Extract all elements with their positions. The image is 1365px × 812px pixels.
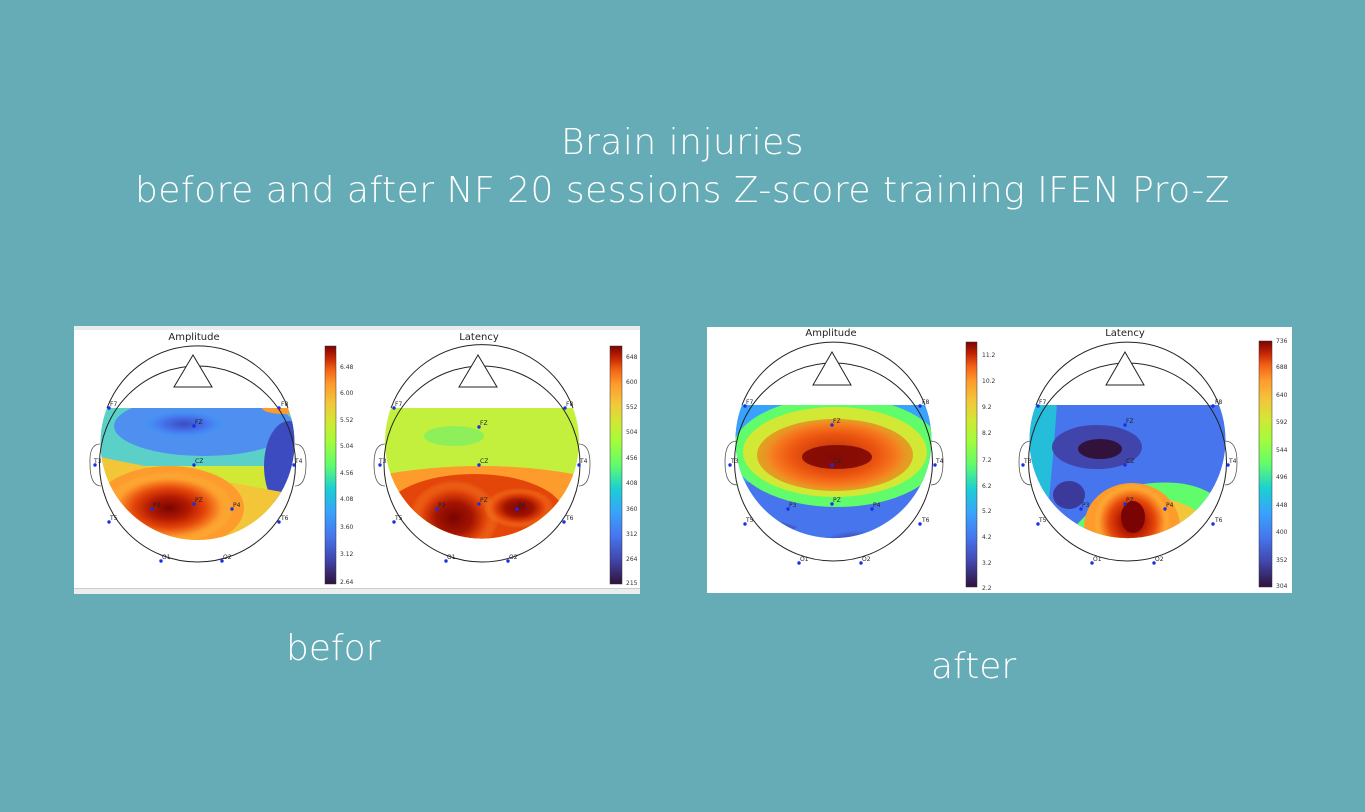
svg-text:PZ: PZ [1126,497,1134,504]
before-latency-electrodes: F7 FZ F8 T3 CZ T4 T5 P3 PZ P4 T6 O1 O2 [378,401,588,563]
svg-text:F7: F7 [395,401,402,408]
svg-text:T5: T5 [745,517,754,524]
svg-text:T5: T5 [1038,517,1047,524]
svg-text:PZ: PZ [480,497,488,504]
before-latency-title: Latency [459,332,499,343]
svg-text:T4: T4 [1228,458,1237,465]
page-subtitle: before and after NF 20 sessions Z-score … [134,170,1231,211]
page-title: Brain injuries [560,122,805,163]
svg-text:F8: F8 [281,401,288,408]
svg-text:P3: P3 [438,502,446,509]
svg-text:PZ: PZ [833,497,841,504]
svg-text:FZ: FZ [1126,418,1134,425]
after-amplitude-electrodes: F7 FZ F8 T3 CZ T4 T5 P3 PZ P4 T6 O1 O2 [728,399,944,565]
after-amplitude-colorbar [965,341,978,588]
svg-text:F8: F8 [1215,399,1222,406]
svg-text:CZ: CZ [195,458,203,465]
before-amplitude-title: Amplitude [168,332,220,343]
svg-text:O1: O1 [447,554,456,561]
svg-text:P3: P3 [1082,502,1090,509]
svg-text:CZ: CZ [1126,458,1134,465]
before-amplitude-colorbar [324,345,337,585]
svg-text:O1: O1 [800,556,809,563]
status-strip [74,588,640,594]
after-topomap-panel: Amplitude Latency [707,327,1292,593]
svg-text:CZ: CZ [480,458,488,465]
before-latency-map [373,344,591,563]
svg-text:T3: T3 [730,458,739,465]
svg-text:F7: F7 [1039,399,1046,406]
svg-text:T3: T3 [93,458,102,465]
before-topomaps: F7 FZ F8 T3 CZ T4 T5 P3 PZ P4 T6 O1 O2 F… [89,344,623,585]
before-amplitude-map [89,345,307,563]
before-caption: befor [286,628,381,669]
svg-text:FZ: FZ [195,419,203,426]
svg-text:F7: F7 [110,401,117,408]
svg-text:T3: T3 [378,458,387,465]
after-topomaps: F7 FZ F8 T3 CZ T4 T5 P3 PZ P4 T6 O1 O2 F… [724,340,1273,588]
svg-text:O1: O1 [162,554,171,561]
svg-text:P4: P4 [1166,502,1174,509]
svg-text:P4: P4 [518,502,526,509]
after-amplitude-map [724,341,944,562]
svg-text:T4: T4 [294,458,303,465]
svg-text:T6: T6 [280,515,289,522]
svg-text:O2: O2 [223,554,232,561]
before-amplitude-electrodes: F7 FZ F8 T3 CZ T4 T5 P3 PZ P4 T6 O1 O2 [93,401,303,563]
svg-text:T5: T5 [109,515,118,522]
svg-text:CZ: CZ [833,458,841,465]
svg-text:FZ: FZ [480,420,488,427]
svg-text:P3: P3 [789,502,797,509]
svg-text:T4: T4 [579,458,588,465]
svg-text:T6: T6 [921,517,930,524]
after-latency-electrodes: F7 FZ F8 T3 CZ T4 T5 P3 PZ P4 T6 O1 O2 [1021,399,1237,565]
svg-text:P3: P3 [153,502,161,509]
svg-text:FZ: FZ [833,418,841,425]
after-amplitude-title: Amplitude [805,328,857,339]
before-topomap-panel: Amplitude Latency [74,326,640,594]
svg-text:T3: T3 [1023,458,1032,465]
svg-text:F8: F8 [566,401,573,408]
svg-text:O2: O2 [1155,556,1164,563]
svg-text:O2: O2 [862,556,871,563]
svg-text:F8: F8 [922,399,929,406]
svg-text:O1: O1 [1093,556,1102,563]
before-latency-colorbar [609,345,623,585]
svg-text:PZ: PZ [195,497,203,504]
svg-text:T4: T4 [935,458,944,465]
svg-text:P4: P4 [873,502,881,509]
after-latency-colorbar [1258,340,1273,588]
after-caption: after [931,646,1017,687]
after-latency-title: Latency [1105,328,1145,339]
svg-text:T6: T6 [1214,517,1223,524]
toolbar-strip [74,326,640,330]
svg-text:O2: O2 [509,554,518,561]
svg-text:P4: P4 [233,502,241,509]
svg-text:T6: T6 [565,515,574,522]
svg-text:T5: T5 [394,515,403,522]
svg-text:F7: F7 [746,399,753,406]
